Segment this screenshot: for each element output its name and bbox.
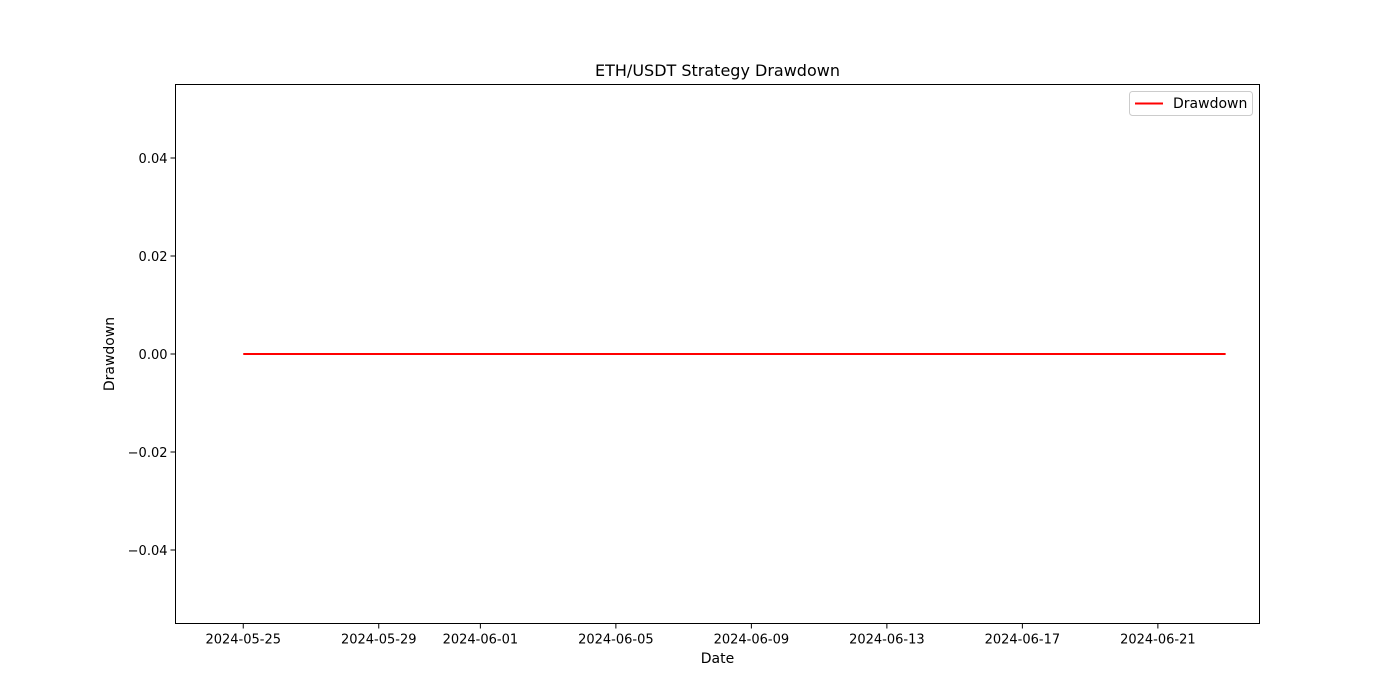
x-tick-label: 2024-06-21 [1120,633,1196,648]
legend: Drawdown [1129,91,1253,116]
x-tick-label: 2024-06-05 [578,633,654,648]
chart-title: ETH/USDT Strategy Drawdown [595,61,840,80]
x-tick-label: 2024-06-01 [443,633,519,648]
x-tick-label: 2024-06-13 [849,633,925,648]
y-tick-label: 0.04 [139,152,168,167]
x-axis-label: Date [701,651,734,667]
x-axis-ticks: 2024-05-25 2024-05-29 2024-06-01 2024-06-05… [205,623,1196,648]
x-tick-label: 2024-05-29 [341,633,417,648]
x-tick-label: 2024-06-17 [985,633,1061,648]
legend-box [1129,91,1253,116]
y-tick-label: 0.00 [139,348,168,363]
y-tick-label: 0.02 [139,250,168,265]
y-tick-label: −0.02 [128,446,168,461]
plot-frame [175,84,1260,624]
y-axis-label: Drawdown [102,317,118,391]
y-tick-label: −0.04 [128,544,168,559]
x-tick-label: 2024-05-25 [205,633,281,648]
legend-label-drawdown: Drawdown [1173,96,1247,112]
x-tick-label: 2024-06-09 [714,633,790,648]
y-axis-ticks: 0.04 0.02 0.00 −0.02 −0.04 [128,152,176,559]
